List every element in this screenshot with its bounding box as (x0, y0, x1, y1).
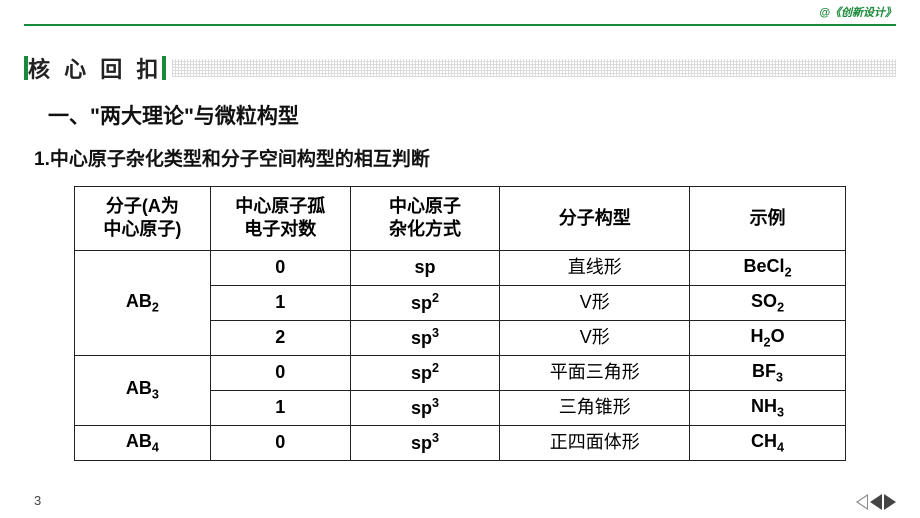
col-molecule: 分子(A为中心原子) (75, 187, 211, 251)
cell-example: BeCl2 (690, 250, 846, 285)
cell-lone: 0 (210, 425, 350, 460)
cell-example: SO2 (690, 285, 846, 320)
cell-shape: V形 (500, 285, 690, 320)
nav-first-icon[interactable] (856, 494, 868, 510)
col-shape: 分子构型 (500, 187, 690, 251)
cell-example: CH4 (690, 425, 846, 460)
col-hybridization: 中心原子杂化方式 (350, 187, 500, 251)
heading-level-2: 1.中心原子杂化类型和分子空间构型的相互判断 (34, 144, 430, 171)
header-divider (24, 24, 896, 26)
table-body: AB20sp直线形BeCl21sp2V形SO22sp3V形H2OAB30sp2平… (75, 250, 846, 460)
heading-level-1: 一、"两大理论"与微粒构型 (48, 100, 299, 130)
hybridization-table: 分子(A为中心原子) 中心原子孤电子对数 中心原子杂化方式 分子构型 示例 AB… (74, 186, 846, 461)
cell-lone: 1 (210, 285, 350, 320)
main-table-container: 分子(A为中心原子) 中心原子孤电子对数 中心原子杂化方式 分子构型 示例 AB… (74, 186, 846, 461)
cell-molecule: AB3 (75, 355, 211, 425)
cell-hyb: sp2 (350, 355, 500, 390)
cell-hyb: sp (350, 250, 500, 285)
cell-hyb: sp3 (350, 390, 500, 425)
col-example: 示例 (690, 187, 846, 251)
title-bar-right (162, 56, 166, 80)
cell-hyb: sp3 (350, 425, 500, 460)
hatched-fill (172, 59, 896, 77)
cell-example: H2O (690, 320, 846, 355)
cell-example: NH3 (690, 390, 846, 425)
header-row: 分子(A为中心原子) 中心原子孤电子对数 中心原子杂化方式 分子构型 示例 (75, 187, 846, 251)
cell-shape: 平面三角形 (500, 355, 690, 390)
cell-lone: 1 (210, 390, 350, 425)
cell-hyb: sp2 (350, 285, 500, 320)
nav-controls (856, 494, 896, 510)
table-header: 分子(A为中心原子) 中心原子孤电子对数 中心原子杂化方式 分子构型 示例 (75, 187, 846, 251)
section-title-text: 核 心 回 扣 (28, 52, 162, 84)
col-lone-pairs: 中心原子孤电子对数 (210, 187, 350, 251)
nav-prev-icon[interactable] (870, 494, 882, 510)
cell-shape: 正四面体形 (500, 425, 690, 460)
cell-hyb: sp3 (350, 320, 500, 355)
cell-molecule: AB4 (75, 425, 211, 460)
table-row: AB20sp直线形BeCl2 (75, 250, 846, 285)
table-row: AB30sp2平面三角形BF3 (75, 355, 846, 390)
cell-shape: V形 (500, 320, 690, 355)
cell-lone: 0 (210, 250, 350, 285)
cell-molecule: AB2 (75, 250, 211, 355)
table-row: AB40sp3正四面体形CH4 (75, 425, 846, 460)
cell-shape: 三角锥形 (500, 390, 690, 425)
section-title-block: 核 心 回 扣 (24, 52, 896, 84)
cell-example: BF3 (690, 355, 846, 390)
page-number: 3 (34, 493, 41, 508)
nav-next-icon[interactable] (884, 494, 896, 510)
cell-shape: 直线形 (500, 250, 690, 285)
brand-label: @《创新设计》 (819, 4, 896, 20)
cell-lone: 2 (210, 320, 350, 355)
cell-lone: 0 (210, 355, 350, 390)
